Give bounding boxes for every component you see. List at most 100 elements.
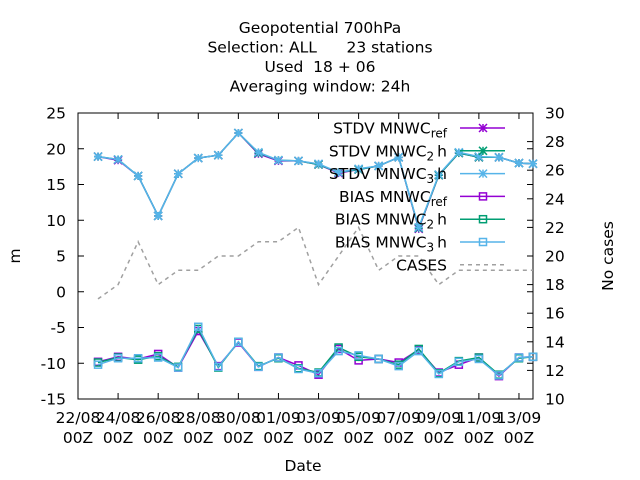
y-tick-label: 20 xyxy=(46,140,66,158)
data-point xyxy=(234,337,243,347)
y-tick-label: 25 xyxy=(46,105,66,123)
x-tick-label: 00Z xyxy=(424,429,454,447)
data-point xyxy=(474,354,484,364)
series-line xyxy=(97,131,534,230)
data-point xyxy=(153,211,163,221)
legend-marker xyxy=(478,237,488,247)
x-tick-label: 26/08 xyxy=(136,409,181,427)
data-point xyxy=(394,361,403,371)
legend-entry: STDV MNWCref xyxy=(333,120,505,141)
y2-tick-label: 22 xyxy=(545,219,565,237)
data-point xyxy=(314,369,323,378)
data-point xyxy=(273,155,283,165)
data-point xyxy=(113,353,123,363)
data-point xyxy=(334,346,343,356)
y2-axis-label: No cases xyxy=(599,221,617,291)
data-point xyxy=(213,150,223,160)
chart-title: Geopotential 700hPa Selection: ALL 23 sta… xyxy=(207,19,432,96)
x-tick-label: 00Z xyxy=(464,429,494,447)
title-line: Geopotential 700hPa xyxy=(239,19,401,37)
y2-tick-label: 26 xyxy=(545,162,565,180)
data-point xyxy=(233,128,243,138)
x-tick-label: 13/09 xyxy=(497,409,542,427)
x-tick-label: 00Z xyxy=(223,429,253,447)
data-point xyxy=(133,353,143,363)
x-tick-label: 00Z xyxy=(504,429,534,447)
data-point xyxy=(434,169,444,180)
plot-frame xyxy=(77,112,534,400)
title-line: Used 18 + 06 xyxy=(265,58,376,76)
legend-marker xyxy=(478,214,488,224)
y2-tick-label: 16 xyxy=(545,305,565,323)
data-point xyxy=(454,357,464,367)
data-point xyxy=(254,362,263,372)
data-point xyxy=(434,369,444,379)
legend-label: STDV MNWC3 h xyxy=(329,165,447,186)
legend-label: BIAS MNWCref xyxy=(339,188,448,209)
x-tick-label: 00Z xyxy=(183,429,213,447)
data-point xyxy=(414,346,423,356)
legend-label: BIAS MNWC2 h xyxy=(335,211,447,232)
series-line xyxy=(97,225,533,300)
legend-label: STDV MNWCref xyxy=(333,120,448,141)
title-line: Averaging window: 24h xyxy=(230,78,411,96)
y-tick-label: 15 xyxy=(46,176,66,194)
x-tick-label: 30/08 xyxy=(216,409,261,427)
x-tick-label: 09/09 xyxy=(416,409,461,427)
x-tick-label: 00Z xyxy=(384,429,414,447)
data-point xyxy=(294,364,303,374)
x-tick-label: 00Z xyxy=(63,429,93,447)
data-point xyxy=(193,153,203,163)
legend-entry: BIAS MNWCref xyxy=(339,188,505,209)
x-tick-label: 28/08 xyxy=(176,409,221,427)
series-line xyxy=(97,327,534,376)
data-point xyxy=(474,152,484,162)
legend-label: CASES xyxy=(396,256,447,274)
y2-tick-label: 10 xyxy=(545,391,565,409)
legend-label: BIAS MNWC3 h xyxy=(335,234,447,255)
data-point xyxy=(133,171,143,181)
data-point xyxy=(494,152,504,162)
data-point xyxy=(354,164,364,174)
legend-entry: BIAS MNWC3 h xyxy=(335,234,505,255)
x-tick-label: 00Z xyxy=(103,429,133,447)
legend-marker xyxy=(478,146,488,156)
y-axis-ticks: -15 -10 -5 0 5 10 15 20 25 xyxy=(41,105,533,409)
data-point xyxy=(374,161,384,171)
series-bias-mnwc-3h xyxy=(93,322,538,380)
series-line xyxy=(97,131,534,231)
y-tick-label: 10 xyxy=(46,212,66,230)
data-point xyxy=(334,167,344,177)
x-tick-label: 00Z xyxy=(143,429,173,447)
data-point xyxy=(173,363,183,372)
data-point xyxy=(113,154,123,165)
y2-tick-label: 24 xyxy=(545,190,565,208)
data-point xyxy=(194,322,203,332)
x-tick-label: 07/09 xyxy=(376,409,421,427)
data-point xyxy=(253,147,263,157)
x-tick-label: 05/09 xyxy=(336,409,381,427)
x-tick-label: 01/09 xyxy=(256,409,301,427)
plot-border xyxy=(77,112,534,400)
series-line xyxy=(97,325,534,377)
data-point xyxy=(173,169,183,179)
y2-tick-label: 20 xyxy=(545,248,565,266)
y2-tick-label: 18 xyxy=(545,276,565,294)
y2-axis-ticks: 10 12 14 16 18 20 22 24 26 28 30 xyxy=(527,105,565,409)
y-tick-label: -5 xyxy=(51,319,66,337)
x-axis-ticks: 22/0800Z24/0800Z26/0800Z28/0800Z30/0800Z… xyxy=(56,113,542,447)
series-stdv-mnwc-3h xyxy=(93,128,538,232)
legend-entry: BIAS MNWC2 h xyxy=(335,211,505,232)
data-point xyxy=(514,158,524,168)
data-point xyxy=(153,353,163,362)
x-tick-label: 24/08 xyxy=(96,409,141,427)
data-point xyxy=(454,147,464,157)
title-line: Selection: ALL 23 stations xyxy=(207,39,432,57)
data-point xyxy=(93,152,103,162)
x-tick-label: 11/09 xyxy=(457,409,502,427)
data-point xyxy=(93,360,103,369)
legend-entry: STDV MNWC2 h xyxy=(329,142,505,163)
legend-entry: CASES xyxy=(396,256,505,274)
